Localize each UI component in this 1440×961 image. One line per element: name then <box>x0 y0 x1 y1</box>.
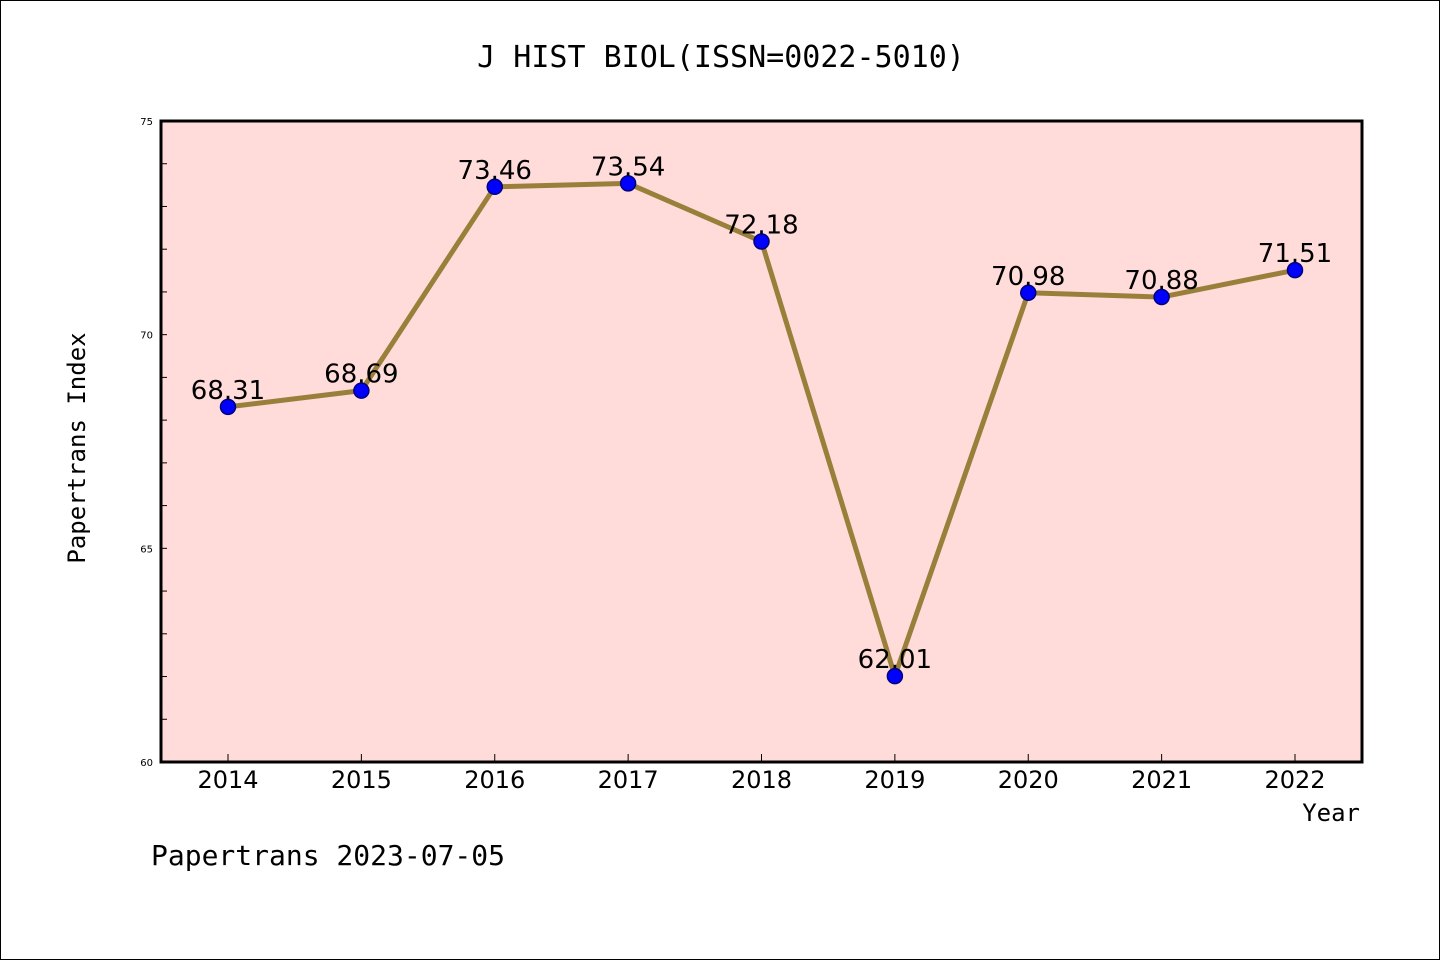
footer-text: Papertrans 2023-07-05 <box>151 839 505 872</box>
data-point <box>219 398 237 416</box>
plot-area <box>159 119 1364 764</box>
series-group <box>219 175 1304 685</box>
chart-title: J HIST BIOL(ISSN=0022-5010) <box>477 40 965 75</box>
data-point <box>1020 284 1037 302</box>
data-point <box>353 382 370 399</box>
data-label: 70.88 <box>1124 266 1198 296</box>
data-label: 68.31 <box>191 376 265 406</box>
y-tick-label: 70 <box>140 331 153 342</box>
data-label: 73.54 <box>591 152 665 182</box>
y-tick-label: 65 <box>140 544 153 555</box>
data-label: 68.69 <box>324 360 398 390</box>
y-tick-label: 75 <box>140 117 153 128</box>
y-axis: 60 65 70 75 <box>140 117 167 769</box>
x-tick-label: 2019 <box>864 766 925 794</box>
data-label: 72.18 <box>724 211 798 241</box>
data-point <box>1153 288 1170 306</box>
x-tick-label: 2015 <box>331 766 392 794</box>
x-tick-label: 2018 <box>731 766 792 794</box>
data-point <box>619 175 637 192</box>
data-point <box>886 667 904 685</box>
x-tick-label: 2020 <box>998 766 1059 794</box>
x-tick-label: 2021 <box>1131 766 1192 794</box>
y-axis-label: Papertrans Index <box>63 332 91 563</box>
x-tick-label: 2017 <box>598 766 659 794</box>
x-tick-label: 2022 <box>1264 766 1325 794</box>
data-point <box>1286 261 1304 279</box>
data-label: 62.01 <box>858 645 932 675</box>
data-label: 73.46 <box>458 156 532 186</box>
x-tick-label: 2016 <box>464 766 525 794</box>
y-tick-label: 60 <box>140 758 153 769</box>
x-axis: 2014 2015 2016 2017 2018 2019 2020 2021 2022 <box>197 754 1326 794</box>
x-tick-label: 2014 <box>197 766 258 794</box>
data-label: 71.51 <box>1258 239 1332 269</box>
x-axis-label: Year <box>1302 799 1360 827</box>
data-label: 70.98 <box>991 262 1065 292</box>
data-point <box>486 178 503 196</box>
data-labels-group: 68.31 68.69 73.46 73.54 72.18 62.01 70.98 70.88… <box>191 152 1332 675</box>
data-point <box>753 233 770 250</box>
